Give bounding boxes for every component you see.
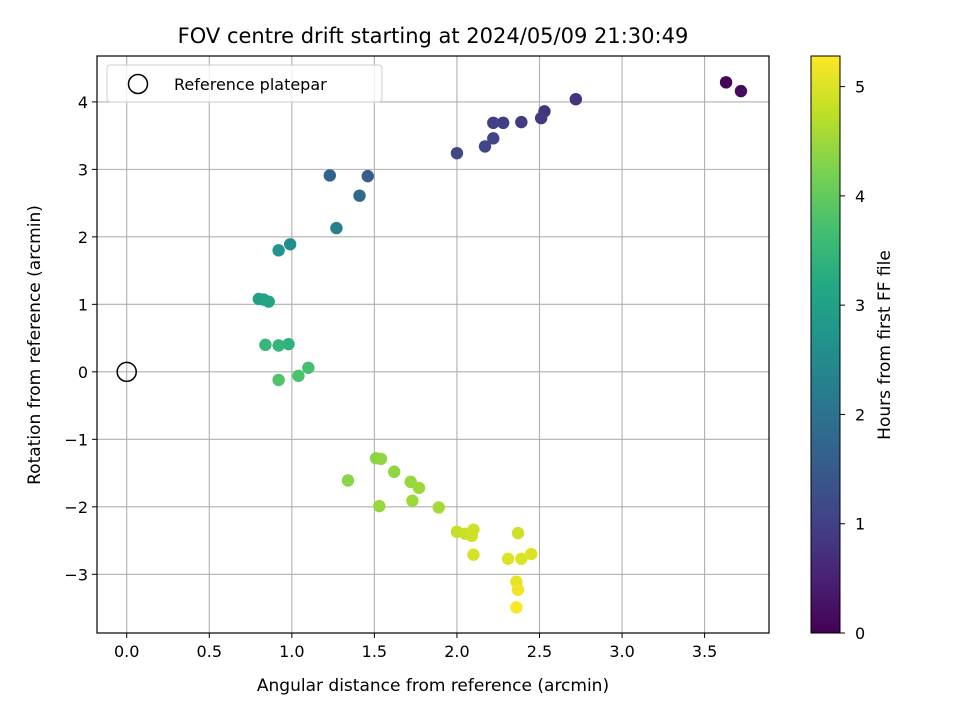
scatter-point bbox=[525, 547, 538, 561]
scatter-point bbox=[341, 474, 355, 487]
y-tick-label: 0 bbox=[78, 363, 88, 382]
scatter-point bbox=[432, 501, 445, 514]
x-tick-label: 3.0 bbox=[609, 642, 634, 661]
scatter-point bbox=[467, 548, 480, 561]
colorbar-gradient bbox=[810, 55, 841, 634]
y-tick-label: 3 bbox=[78, 160, 88, 179]
scatter-point bbox=[353, 189, 366, 202]
y-tick-label: −2 bbox=[64, 498, 88, 517]
x-axis-ticks: 0.0 0.5 1.0 1.5 2.0 2.5 3.0 3.5 bbox=[114, 633, 717, 661]
plot-area: 0.0 0.5 1.0 1.5 2.0 2.5 3.0 3.5 −3 −2 −1 0 1 2 3 4 bbox=[64, 55, 770, 661]
colorbar: 0 1 2 3 4 5 Hours from first FF file bbox=[810, 55, 895, 643]
x-tick-label: 0.5 bbox=[197, 642, 222, 661]
scatter-point bbox=[569, 92, 583, 106]
scatter-point bbox=[272, 244, 285, 257]
scatter-point bbox=[283, 238, 297, 251]
legend: Reference platepar bbox=[106, 64, 383, 103]
scatter-point bbox=[387, 465, 401, 478]
scatter-point bbox=[719, 76, 733, 89]
scatter-point bbox=[478, 140, 492, 153]
y-axis-ticks: −3 −2 −1 0 1 2 3 4 bbox=[64, 93, 97, 584]
chart-title: FOV centre drift starting at 2024/05/09 … bbox=[178, 24, 689, 48]
y-tick-label: 2 bbox=[78, 228, 88, 247]
y-tick-label: −3 bbox=[64, 565, 88, 584]
plot-frame bbox=[96, 55, 770, 634]
legend-marker-icon bbox=[127, 73, 149, 95]
scatter-point bbox=[374, 452, 388, 466]
scatter-point bbox=[406, 494, 419, 507]
x-tick-label: 0.0 bbox=[114, 642, 139, 661]
reference-marker bbox=[116, 361, 137, 383]
scatter-point bbox=[292, 369, 305, 383]
scatter-point bbox=[487, 132, 500, 145]
scatter-point bbox=[734, 84, 748, 98]
x-tick-label: 1.0 bbox=[279, 642, 304, 661]
scatter-point bbox=[262, 295, 275, 308]
scatter-point bbox=[496, 116, 510, 130]
colorbar-ticks: 0 1 2 3 4 5 bbox=[840, 78, 865, 643]
y-tick-label: 1 bbox=[78, 295, 88, 314]
y-tick-label: −1 bbox=[64, 430, 88, 449]
scatter-points bbox=[252, 76, 748, 614]
colorbar-tick-label: 3 bbox=[855, 296, 865, 315]
x-axis-label: Angular distance from reference (arcmin) bbox=[257, 676, 609, 696]
reference-point bbox=[116, 361, 137, 383]
colorbar-label: Hours from first FF file bbox=[875, 250, 895, 440]
scatter-point bbox=[515, 552, 528, 565]
scatter-point bbox=[302, 361, 315, 374]
scatter-point bbox=[330, 221, 343, 235]
colorbar-tick-label: 4 bbox=[855, 187, 865, 206]
scatter-point bbox=[501, 552, 515, 565]
scatter-point bbox=[534, 111, 548, 125]
scatter-point bbox=[361, 169, 374, 183]
scatter-point bbox=[511, 583, 525, 597]
colorbar-tick-label: 5 bbox=[855, 78, 865, 97]
y-tick-label: 4 bbox=[78, 93, 88, 112]
legend-entry-reference: Reference platepar bbox=[174, 75, 327, 94]
scatter-point bbox=[259, 338, 272, 352]
colorbar-tick-label: 2 bbox=[855, 405, 865, 424]
scatter-point bbox=[412, 481, 426, 495]
scatter-point bbox=[323, 169, 337, 182]
scatter-point bbox=[450, 146, 464, 160]
x-tick-label: 3.5 bbox=[692, 642, 717, 661]
x-tick-label: 2.5 bbox=[527, 642, 552, 661]
scatter-point bbox=[515, 115, 528, 129]
x-tick-label: 1.5 bbox=[362, 642, 387, 661]
scatter-point bbox=[511, 526, 525, 540]
scatter-point bbox=[272, 339, 285, 352]
x-tick-label: 2.0 bbox=[444, 642, 469, 661]
scatter-point bbox=[510, 601, 523, 614]
colorbar-tick-label: 0 bbox=[855, 624, 865, 643]
scatter-point bbox=[467, 523, 480, 536]
y-axis-label: Rotation from reference (arcmin) bbox=[25, 205, 45, 485]
scatter-point bbox=[282, 337, 295, 351]
scatter-point bbox=[373, 499, 386, 513]
grid-lines bbox=[97, 56, 769, 633]
scatter-point bbox=[487, 116, 500, 130]
scatter-point bbox=[272, 373, 285, 387]
colorbar-tick-label: 1 bbox=[855, 515, 865, 534]
